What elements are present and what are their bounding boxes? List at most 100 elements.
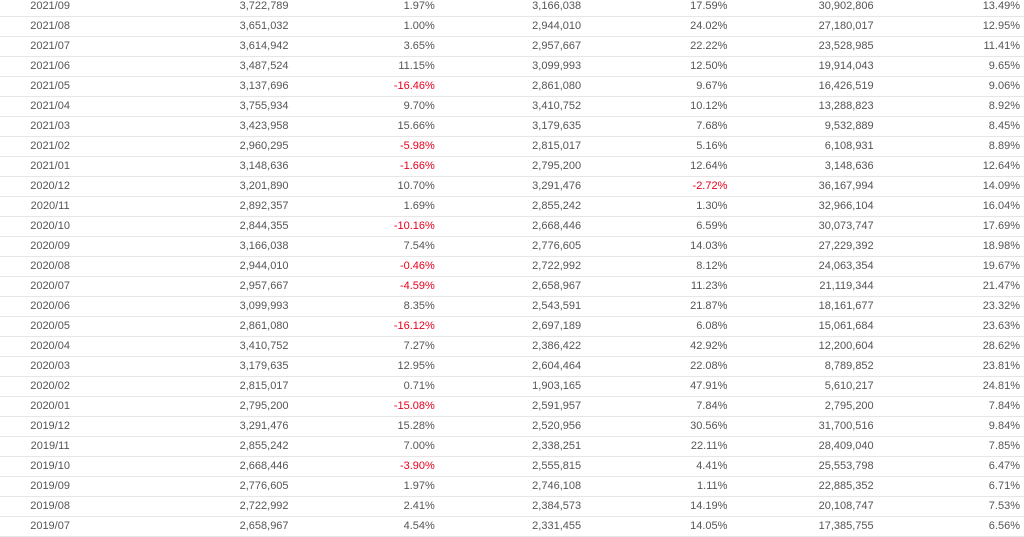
cell-value: 2,795,200: [100, 396, 289, 418]
cell-yoy-pct: 4.41%: [581, 456, 728, 478]
table-row: 2020/04 3,410,752 7.27% 2,386,422 42.92% 12,2…: [0, 336, 1024, 358]
table-row: 2021/09 3,722,789 1.97% 3,166,038 17.59% 30,9…: [0, 0, 1024, 18]
cell-cumulative: 12,200,604: [727, 336, 874, 358]
cell-value: 2,658,967: [100, 516, 289, 537]
cell-cumulative: 15,061,684: [727, 316, 874, 338]
cell-cumulative-pct: 18.98%: [873, 236, 1024, 258]
cell-cumulative: 20,108,747: [727, 496, 874, 518]
cell-month: 2020/10: [0, 216, 101, 238]
cell-change-pct: -3.90%: [288, 456, 435, 478]
cell-change-pct: 10.70%: [288, 176, 435, 198]
cell-value: 2,960,295: [100, 136, 289, 158]
cell-change-pct: 1.97%: [288, 0, 435, 18]
cell-change-pct: 7.27%: [288, 336, 435, 358]
cell-value: 2,722,992: [100, 496, 289, 518]
cell-yoy-pct: 14.19%: [581, 496, 728, 518]
cell-prior-value: 2,591,957: [434, 396, 582, 418]
cell-cumulative-pct: 6.71%: [873, 476, 1024, 498]
cell-cumulative-pct: 14.09%: [873, 176, 1024, 198]
cell-yoy-pct: 22.11%: [581, 436, 728, 458]
cell-month: 2021/07: [0, 36, 101, 58]
cell-value: 3,755,934: [100, 96, 289, 118]
table-row: 2020/07 2,957,667 -4.59% 2,658,967 11.23% 21,…: [0, 276, 1024, 298]
cell-value: 3,148,636: [100, 156, 289, 178]
cell-month: 2019/08: [0, 496, 101, 518]
cell-change-pct: 12.95%: [288, 356, 435, 378]
cell-month: 2020/02: [0, 376, 101, 398]
cell-month: 2021/06: [0, 56, 101, 78]
cell-value: 2,844,355: [100, 216, 289, 238]
cell-prior-value: 2,338,251: [434, 436, 582, 458]
cell-prior-value: 2,722,992: [434, 256, 582, 278]
cell-cumulative-pct: 19.67%: [873, 256, 1024, 278]
cell-change-pct: -10.16%: [288, 216, 435, 238]
cell-month: 2019/11: [0, 436, 101, 458]
cell-cumulative: 36,167,994: [727, 176, 874, 198]
cell-cumulative: 25,553,798: [727, 456, 874, 478]
cell-cumulative-pct: 21.47%: [873, 276, 1024, 298]
cell-change-pct: 11.15%: [288, 56, 435, 78]
table-row: 2020/01 2,795,200 -15.08% 2,591,957 7.84% 2,7…: [0, 396, 1024, 418]
cell-value: 2,668,446: [100, 456, 289, 478]
cell-cumulative-pct: 12.95%: [873, 16, 1024, 38]
cell-change-pct: -16.12%: [288, 316, 435, 338]
table-row: 2020/02 2,815,017 0.71% 1,903,165 47.91% 5,61…: [0, 376, 1024, 398]
cell-month: 2021/04: [0, 96, 101, 118]
table-row: 2019/08 2,722,992 2.41% 2,384,573 14.19% 20,1…: [0, 496, 1024, 518]
cell-prior-value: 2,944,010: [434, 16, 582, 38]
cell-cumulative: 8,789,852: [727, 356, 874, 378]
cell-prior-value: 2,543,591: [434, 296, 582, 318]
cell-cumulative-pct: 23.63%: [873, 316, 1024, 338]
cell-cumulative: 9,532,889: [727, 116, 874, 138]
cell-month: 2021/02: [0, 136, 101, 158]
cell-month: 2021/05: [0, 76, 101, 98]
cell-month: 2021/08: [0, 16, 101, 38]
cell-cumulative-pct: 12.64%: [873, 156, 1024, 178]
table-row: 2020/09 3,166,038 7.54% 2,776,605 14.03% 27,2…: [0, 236, 1024, 258]
cell-change-pct: -0.46%: [288, 256, 435, 278]
cell-yoy-pct: 8.12%: [581, 256, 728, 278]
cell-prior-value: 2,331,455: [434, 516, 582, 537]
table-row: 2021/03 3,423,958 15.66% 3,179,635 7.68% 9,53…: [0, 116, 1024, 138]
table-row: 2021/04 3,755,934 9.70% 3,410,752 10.12% 13,2…: [0, 96, 1024, 118]
cell-yoy-pct: 12.50%: [581, 56, 728, 78]
cell-cumulative-pct: 16.04%: [873, 196, 1024, 218]
cell-change-pct: 9.70%: [288, 96, 435, 118]
cell-prior-value: 3,179,635: [434, 116, 582, 138]
cell-cumulative-pct: 8.45%: [873, 116, 1024, 138]
cell-value: 2,892,357: [100, 196, 289, 218]
cell-change-pct: 3.65%: [288, 36, 435, 58]
cell-value: 2,944,010: [100, 256, 289, 278]
cell-prior-value: 2,604,464: [434, 356, 582, 378]
cell-prior-value: 3,291,476: [434, 176, 582, 198]
table-row: 2020/03 3,179,635 12.95% 2,604,464 22.08% 8,7…: [0, 356, 1024, 378]
table-row: 2020/08 2,944,010 -0.46% 2,722,992 8.12% 24,0…: [0, 256, 1024, 278]
table-row: 2020/10 2,844,355 -10.16% 2,668,446 6.59% 30,…: [0, 216, 1024, 238]
cell-value: 2,861,080: [100, 316, 289, 338]
cell-yoy-pct: 7.84%: [581, 396, 728, 418]
cell-value: 3,137,696: [100, 76, 289, 98]
cell-cumulative-pct: 6.56%: [873, 516, 1024, 537]
cell-month: 2021/03: [0, 116, 101, 138]
cell-change-pct: 1.69%: [288, 196, 435, 218]
cell-prior-value: 2,520,956: [434, 416, 582, 438]
table-row: 2019/09 2,776,605 1.97% 2,746,108 1.11% 22,88…: [0, 476, 1024, 498]
cell-change-pct: 15.28%: [288, 416, 435, 438]
cell-yoy-pct: 47.91%: [581, 376, 728, 398]
cell-yoy-pct: -2.72%: [581, 176, 728, 198]
cell-value: 3,487,524: [100, 56, 289, 78]
cell-month: 2019/10: [0, 456, 101, 478]
cell-value: 3,201,890: [100, 176, 289, 198]
table-row: 2021/06 3,487,524 11.15% 3,099,993 12.50% 19,…: [0, 56, 1024, 78]
cell-change-pct: 1.97%: [288, 476, 435, 498]
cell-prior-value: 2,386,422: [434, 336, 582, 358]
table-row: 2021/05 3,137,696 -16.46% 2,861,080 9.67% 16,…: [0, 76, 1024, 98]
cell-prior-value: 2,957,667: [434, 36, 582, 58]
cell-change-pct: 4.54%: [288, 516, 435, 537]
cell-prior-value: 2,668,446: [434, 216, 582, 238]
cell-yoy-pct: 17.59%: [581, 0, 728, 18]
cell-yoy-pct: 6.08%: [581, 316, 728, 338]
cell-cumulative: 21,119,344: [727, 276, 874, 298]
